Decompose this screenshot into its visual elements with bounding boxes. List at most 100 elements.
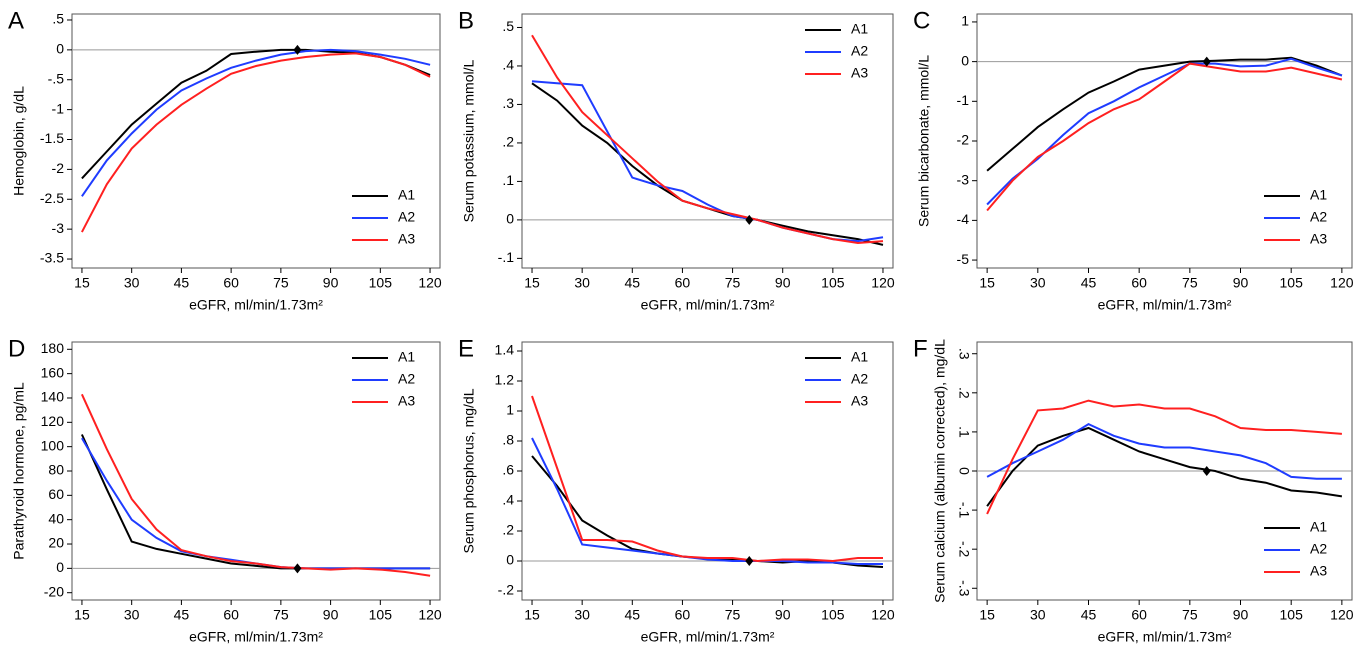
reference-point xyxy=(745,556,754,566)
x-tick-label: 45 xyxy=(1081,607,1097,623)
x-tick-label: 75 xyxy=(273,607,289,623)
legend-label: A3 xyxy=(851,393,868,409)
y-tick-label: 20 xyxy=(48,535,64,551)
y-tick-label: 0 xyxy=(506,211,514,227)
x-tick-label: 75 xyxy=(725,607,741,623)
legend-label: A3 xyxy=(398,231,415,247)
panel-letter: B xyxy=(458,7,474,34)
series-line xyxy=(531,437,883,565)
panel-letter: F xyxy=(913,335,928,362)
x-tick-label: 90 xyxy=(775,275,791,291)
x-tick-label: 30 xyxy=(124,607,140,623)
x-tick-label: 120 xyxy=(871,607,895,623)
y-axis-title: Hemoglobin, g/dL xyxy=(11,86,27,196)
legend-label: A3 xyxy=(398,393,415,409)
y-tick-label: -1.5 xyxy=(40,130,64,146)
y-tick-label: .4 xyxy=(502,57,514,73)
x-axis-title: eGFR, ml/min/1.73m² xyxy=(1098,629,1232,645)
x-tick-label: 90 xyxy=(323,607,339,623)
x-tick-label: 60 xyxy=(1131,275,1147,291)
panel-letter: A xyxy=(8,7,24,34)
x-tick-label: 105 xyxy=(1280,275,1304,291)
series-line xyxy=(81,48,431,180)
y-tick-label: -4 xyxy=(957,211,970,227)
y-tick-label: 0 xyxy=(961,52,969,68)
y-tick-label: 160 xyxy=(41,364,65,380)
y-tick-label: -1 xyxy=(957,92,970,108)
series-line xyxy=(531,455,884,568)
x-tick-label: 105 xyxy=(821,275,845,291)
panel-letter: C xyxy=(913,7,930,34)
y-tick-label: -3 xyxy=(52,220,65,236)
series-line xyxy=(81,48,431,197)
x-tick-label: 15 xyxy=(979,607,995,623)
y-tick-label: 80 xyxy=(48,462,64,478)
y-tick-label: .1 xyxy=(502,172,514,188)
y-tick-label: .1 xyxy=(956,426,972,438)
x-tick-label: 60 xyxy=(1131,607,1147,623)
y-tick-label: .2 xyxy=(502,134,514,150)
x-tick-label: 45 xyxy=(625,607,641,623)
x-axis-title: eGFR, ml/min/1.73m² xyxy=(189,629,323,645)
series-line xyxy=(986,426,1343,507)
x-tick-label: 60 xyxy=(675,607,691,623)
x-tick-label: 90 xyxy=(1233,607,1249,623)
legend-label: A3 xyxy=(851,65,868,81)
plot-frame xyxy=(71,13,441,269)
y-tick-label: -3 xyxy=(957,171,970,187)
x-tick-label: 15 xyxy=(979,275,995,291)
x-tick-label: 45 xyxy=(1081,275,1097,291)
panel-letter: E xyxy=(458,335,474,362)
y-tick-label: 1 xyxy=(506,402,514,418)
y-tick-label: 120 xyxy=(41,413,65,429)
legend-label: A2 xyxy=(851,43,868,59)
y-tick-label: -2 xyxy=(52,160,65,176)
y-tick-label: .3 xyxy=(956,348,972,360)
x-tick-label: 90 xyxy=(775,607,791,623)
y-tick-label: 40 xyxy=(48,510,64,526)
y-axis-title: Serum phosphorus, mg/dL xyxy=(461,388,477,553)
x-tick-label: 60 xyxy=(223,275,239,291)
y-tick-label: .2 xyxy=(956,387,972,399)
y-tick-label: 60 xyxy=(48,486,64,502)
y-tick-label: 1.4 xyxy=(495,342,515,358)
legend-label: A1 xyxy=(1310,187,1327,203)
y-tick-label: -.5 xyxy=(48,70,65,86)
y-tick-label: .4 xyxy=(502,492,514,508)
y-tick-label: -20 xyxy=(44,583,64,599)
legend-label: A1 xyxy=(851,349,868,365)
legend-label: A2 xyxy=(398,209,415,225)
x-tick-label: 45 xyxy=(174,275,190,291)
x-tick-label: 15 xyxy=(74,275,90,291)
y-tick-label: -.2 xyxy=(956,541,972,558)
x-tick-label: 90 xyxy=(323,275,339,291)
y-tick-label: 1.2 xyxy=(495,372,515,388)
x-tick-label: 60 xyxy=(675,275,691,291)
y-tick-label: 0 xyxy=(56,559,64,575)
x-tick-label: 105 xyxy=(821,607,845,623)
x-tick-label: 120 xyxy=(418,607,442,623)
y-axis-title: Parathyroid hormone, pg/mL xyxy=(11,382,27,560)
x-axis-title: eGFR, ml/min/1.73m² xyxy=(1098,297,1232,313)
series-line xyxy=(531,80,884,243)
x-tick-label: 30 xyxy=(1030,275,1046,291)
y-tick-label: .5 xyxy=(502,18,514,34)
legend-label: A2 xyxy=(1310,209,1327,225)
plot-frame xyxy=(976,13,1353,269)
y-tick-label: 1 xyxy=(961,13,969,29)
series-line xyxy=(986,422,1342,480)
x-tick-label: 30 xyxy=(574,275,590,291)
y-tick-label: .3 xyxy=(502,95,514,111)
y-tick-label: -.1 xyxy=(498,249,515,265)
x-tick-label: 15 xyxy=(524,607,540,623)
x-tick-label: 120 xyxy=(418,275,442,291)
x-tick-label: 30 xyxy=(1030,607,1046,623)
y-tick-label: -1 xyxy=(52,100,65,116)
y-tick-label: -3.5 xyxy=(40,250,64,266)
x-tick-label: 45 xyxy=(625,275,641,291)
legend-label: A3 xyxy=(1310,563,1327,579)
x-tick-label: 75 xyxy=(1182,607,1198,623)
x-tick-label: 45 xyxy=(174,607,190,623)
y-tick-label: .6 xyxy=(502,462,514,478)
x-tick-label: 105 xyxy=(369,607,393,623)
